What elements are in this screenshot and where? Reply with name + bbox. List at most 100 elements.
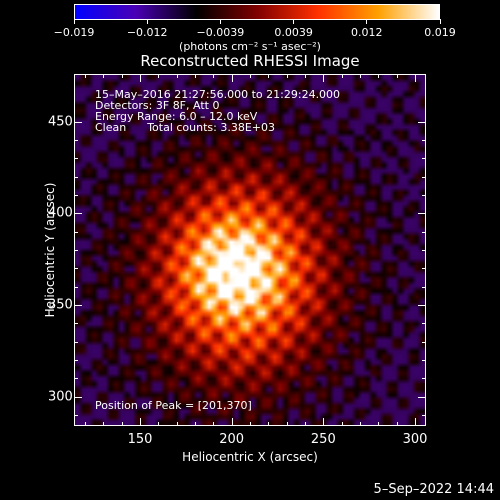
colorbar-tick-mark — [366, 19, 368, 24]
x-minor-tick — [213, 74, 215, 78]
y-axis-label: Heliocentric Y (arcsec) — [43, 182, 57, 318]
chart-title: Reconstructed RHESSI Image — [140, 52, 360, 70]
footer-date: 5–Sep–2022 14:44 — [373, 482, 494, 497]
y-minor-tick — [74, 286, 78, 288]
colorbar-tick-mark — [293, 19, 295, 24]
colorbar-tick-label: −0.0039 — [196, 26, 245, 39]
x-minor-tick — [341, 422, 343, 426]
x-minor-tick — [286, 74, 288, 78]
y-tick-mark — [74, 121, 82, 123]
colorbar-tick-label: 0.019 — [424, 26, 456, 39]
y-minor-tick — [422, 378, 426, 380]
y-tick-label: 300 — [48, 389, 73, 405]
annotation-counts: Clean Total counts: 3.38E+03 — [95, 121, 276, 134]
y-tick-label: 400 — [48, 205, 73, 221]
x-tick-mark — [323, 74, 325, 82]
y-minor-tick — [422, 195, 426, 196]
y-minor-tick — [422, 360, 426, 361]
colorbar-tick-mark — [439, 19, 441, 24]
y-minor-tick — [422, 286, 426, 288]
x-minor-tick — [176, 74, 178, 78]
x-minor-tick — [378, 422, 380, 426]
y-tick-mark — [418, 213, 426, 215]
colorbar-tick-mark — [219, 19, 221, 24]
x-minor-tick — [268, 422, 270, 426]
y-minor-tick — [74, 360, 78, 361]
y-minor-tick — [74, 158, 78, 160]
x-minor-tick — [305, 422, 306, 426]
y-minor-tick — [74, 140, 78, 141]
y-minor-tick — [422, 415, 426, 416]
x-tick-mark — [140, 418, 141, 426]
y-minor-tick — [74, 378, 78, 380]
peak-position: Position of Peak = [201,370] — [95, 399, 252, 412]
y-minor-tick — [74, 341, 78, 343]
y-minor-tick — [422, 268, 426, 270]
y-minor-tick — [74, 323, 78, 325]
annotation-detectors: Detectors: 3F 8F, Att 0 — [95, 99, 220, 112]
x-tick-mark — [323, 418, 325, 426]
y-tick-mark — [74, 213, 82, 215]
image-plot: 15–May–2016 21:27:56.000 to 21:29:24.000… — [74, 74, 426, 426]
colorbar — [74, 4, 440, 20]
x-tick-label: 250 — [310, 432, 336, 447]
x-tick-label: 300 — [402, 432, 428, 447]
x-minor-tick — [341, 74, 343, 78]
x-minor-tick — [213, 422, 215, 426]
x-tick-mark — [231, 74, 233, 82]
x-minor-tick — [158, 422, 160, 426]
x-minor-tick — [158, 74, 160, 78]
y-minor-tick — [74, 268, 78, 270]
y-minor-tick — [422, 323, 426, 325]
x-minor-tick — [121, 74, 123, 78]
x-minor-tick — [396, 74, 398, 78]
colorbar-tick-label: −0.019 — [53, 26, 95, 39]
y-minor-tick — [422, 176, 426, 178]
x-minor-tick — [250, 74, 251, 78]
x-minor-tick — [268, 74, 270, 78]
x-tick-label: 200 — [219, 432, 245, 447]
annotation-energy: Energy Range: 6.0 – 12.0 keV — [95, 110, 258, 123]
y-minor-tick — [74, 250, 78, 251]
x-minor-tick — [378, 74, 380, 78]
x-minor-tick — [360, 422, 361, 426]
x-minor-tick — [176, 422, 178, 426]
colorbar-tick-label: 0.012 — [351, 26, 383, 39]
x-minor-tick — [396, 422, 398, 426]
x-minor-tick — [286, 422, 288, 426]
x-minor-tick — [121, 422, 123, 426]
x-minor-tick — [103, 422, 105, 426]
heatmap-image — [75, 75, 425, 425]
y-tick-label: 450 — [48, 114, 73, 130]
x-axis-label: Heliocentric X (arcsec) — [182, 450, 318, 464]
x-minor-tick — [250, 422, 251, 426]
x-tick-label: 150 — [127, 432, 153, 447]
y-minor-tick — [74, 195, 78, 196]
y-tick-mark — [418, 396, 426, 398]
y-minor-tick — [422, 158, 426, 160]
colorbar-tick-mark — [73, 19, 75, 24]
x-tick-mark — [415, 74, 416, 82]
y-minor-tick — [74, 176, 78, 178]
x-minor-tick — [85, 422, 86, 426]
x-minor-tick — [305, 74, 306, 78]
y-tick-mark — [74, 396, 82, 398]
y-tick-mark — [418, 305, 426, 306]
annotation-time: 15–May–2016 21:27:56.000 to 21:29:24.000 — [95, 88, 341, 101]
y-tick-label: 350 — [48, 297, 73, 313]
colorbar-tick-label: −0.012 — [126, 26, 168, 39]
colorbar-tick-mark — [146, 19, 148, 24]
y-minor-tick — [422, 341, 426, 343]
y-tick-mark — [418, 121, 426, 123]
y-minor-tick — [422, 140, 426, 141]
x-tick-mark — [415, 418, 416, 426]
y-minor-tick — [74, 231, 78, 233]
colorbar-tick-label: 0.0039 — [274, 26, 313, 39]
y-minor-tick — [74, 415, 78, 416]
x-minor-tick — [195, 74, 196, 78]
x-tick-mark — [140, 74, 141, 82]
colorbar-units: (photons cm⁻² s⁻¹ asec⁻²) — [179, 40, 321, 53]
x-minor-tick — [195, 422, 196, 426]
x-minor-tick — [360, 74, 361, 78]
x-minor-tick — [103, 74, 105, 78]
